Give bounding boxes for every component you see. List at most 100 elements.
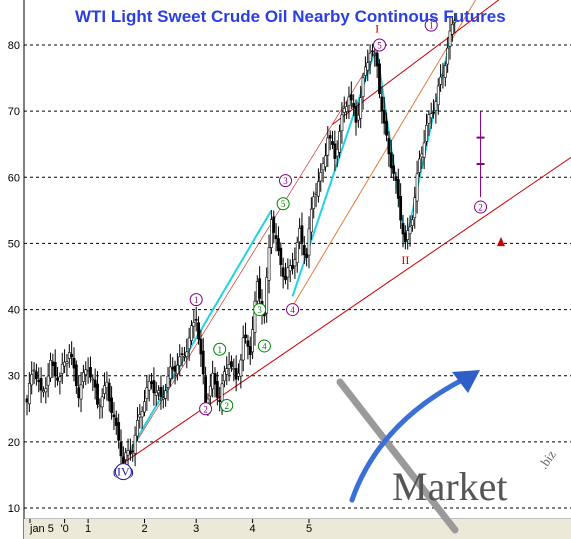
- candle-body: [223, 371, 226, 382]
- candle-body: [352, 102, 356, 108]
- candle-body: [403, 232, 407, 243]
- candle-body: [171, 367, 175, 370]
- candle-body: [389, 152, 393, 169]
- candle-body: [159, 386, 163, 397]
- candle-body: [425, 124, 428, 142]
- candle-body: [220, 383, 224, 403]
- candle-body: [126, 450, 130, 456]
- candle-body: [190, 325, 193, 341]
- x-tick-label: 1: [85, 523, 91, 535]
- wave-label: 3: [283, 176, 288, 186]
- candle-body: [361, 77, 365, 98]
- candle-body: [138, 414, 142, 418]
- candle-body: [314, 192, 318, 195]
- wave-circle: [276, 197, 290, 211]
- candle-body: [129, 451, 132, 455]
- wave-circle: [220, 398, 234, 412]
- candle-body: [324, 155, 327, 168]
- wave-label: 4: [262, 341, 267, 351]
- candle-body: [359, 97, 363, 119]
- candle-body: [269, 219, 273, 248]
- y-tick-label: 50: [8, 238, 20, 250]
- candle-body: [154, 391, 158, 396]
- candle-body: [72, 357, 76, 369]
- candle-body: [288, 265, 292, 272]
- candle-body: [446, 47, 450, 65]
- candle-body: [340, 114, 344, 132]
- candle-body: [413, 197, 417, 219]
- candle-body: [267, 247, 271, 281]
- candle-body: [230, 361, 233, 368]
- candle-body: [434, 101, 438, 112]
- candle-body: [410, 219, 414, 226]
- candle-body: [77, 387, 81, 399]
- candle-body: [248, 346, 252, 356]
- wave-circle: [474, 200, 488, 214]
- logo-blue-swoosh: [349, 373, 473, 503]
- candle-body: [450, 24, 454, 35]
- candle-body: [136, 419, 139, 437]
- candle-body: [387, 138, 391, 155]
- candle-body: [246, 340, 250, 347]
- candle-body: [436, 85, 440, 106]
- candle-body: [401, 223, 405, 235]
- wave-label: 1: [429, 21, 434, 31]
- wave-label: 5: [281, 199, 286, 209]
- candle-body: [307, 228, 311, 256]
- roman-label: (IV): [113, 465, 134, 479]
- candle-body: [93, 379, 97, 388]
- wave-label: 2: [203, 404, 208, 414]
- candle-body: [164, 390, 168, 399]
- candle-body: [237, 372, 240, 377]
- wave-label: 3: [257, 305, 262, 315]
- candle-body: [133, 434, 137, 454]
- candle-body: [46, 375, 50, 386]
- candle-body: [356, 114, 360, 121]
- candle-body: [422, 142, 426, 158]
- candle-body: [42, 390, 45, 393]
- candle-body: [298, 228, 302, 243]
- candle-body: [253, 300, 257, 333]
- candle-body: [432, 111, 435, 114]
- wave-label: 4: [290, 305, 295, 315]
- candle-body: [326, 137, 330, 156]
- candle-body: [375, 52, 379, 67]
- candle-body: [79, 384, 83, 400]
- candle-body: [131, 450, 135, 453]
- y-tick-label: 10: [8, 503, 20, 515]
- candle-body: [213, 373, 217, 385]
- candle-body: [208, 385, 212, 397]
- candle-body: [366, 62, 370, 71]
- candle-body: [218, 399, 222, 402]
- candle-body: [183, 355, 186, 358]
- candle-body: [345, 106, 349, 112]
- candle-body: [241, 337, 245, 361]
- candle-body: [84, 369, 88, 375]
- candle-body: [453, 20, 457, 24]
- candle-body: [284, 275, 287, 281]
- candle-body: [211, 372, 215, 390]
- candle-body: [176, 364, 179, 375]
- candle-body: [178, 356, 182, 366]
- y-tick-label: 70: [8, 106, 20, 118]
- candle-body: [206, 398, 210, 404]
- candle-body: [335, 148, 339, 157]
- candle-body: [34, 371, 38, 380]
- candle-body: [392, 165, 396, 174]
- candle-body: [192, 322, 196, 327]
- candle-body: [197, 322, 200, 340]
- candle-body: [244, 334, 247, 339]
- candle-body: [406, 230, 410, 240]
- candle-body: [180, 353, 184, 356]
- candle-body: [225, 368, 229, 375]
- candle-body: [119, 442, 123, 457]
- candle-body: [114, 417, 118, 426]
- candle-body: [204, 376, 208, 403]
- y-tick-label: 60: [8, 172, 20, 184]
- y-tick-label: 40: [8, 305, 20, 317]
- y-tick-label: 30: [8, 371, 20, 383]
- candle-body: [347, 96, 351, 107]
- candle-body: [279, 247, 283, 266]
